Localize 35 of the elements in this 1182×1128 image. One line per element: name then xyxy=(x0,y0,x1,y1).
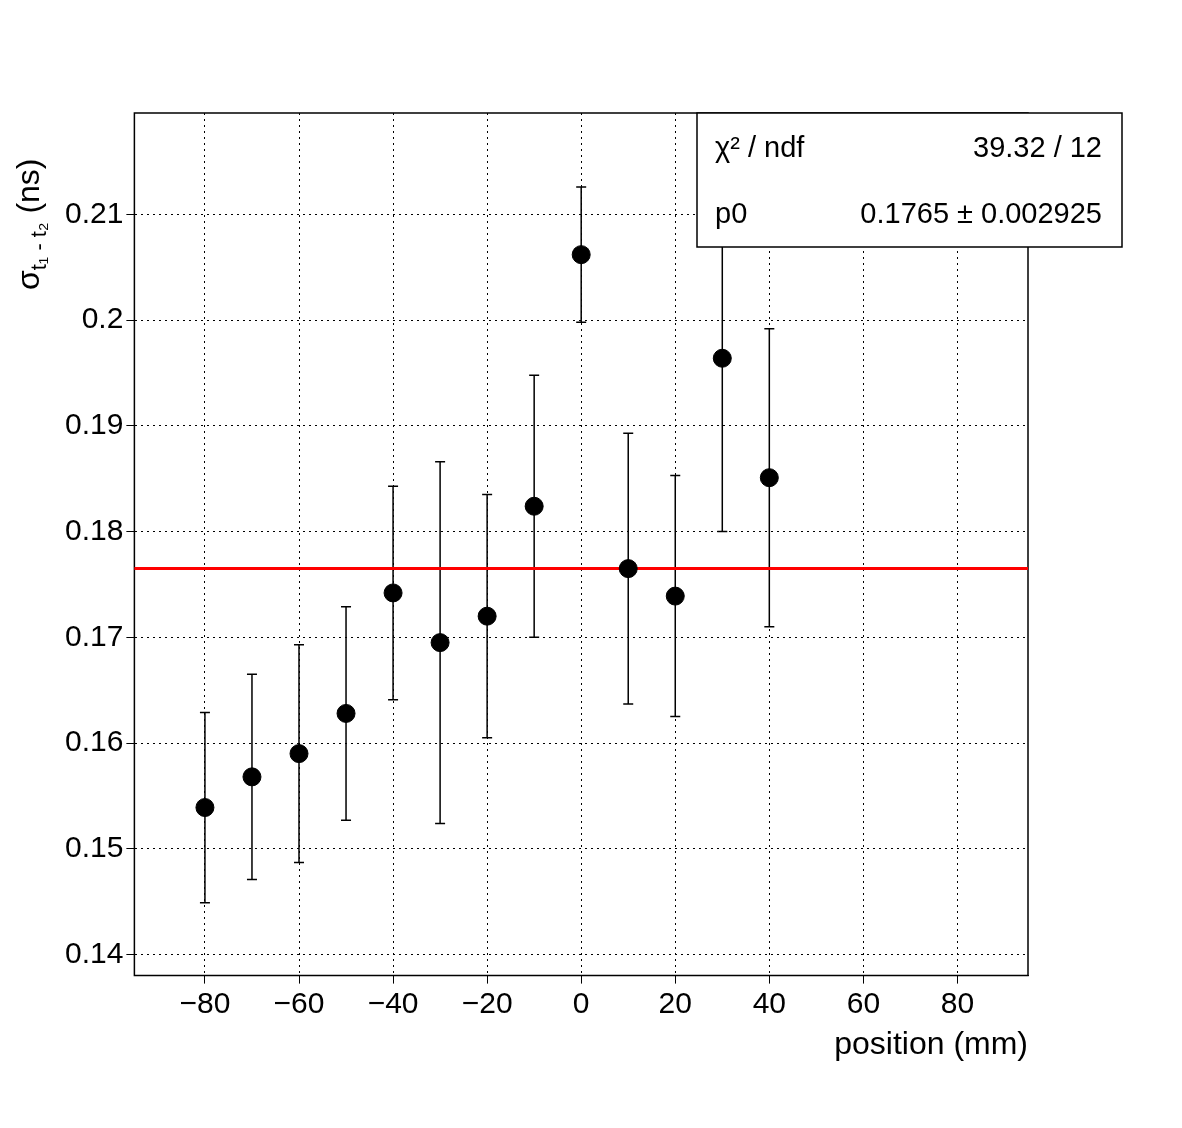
point xyxy=(524,496,544,516)
annotation: 39.32 / 12 xyxy=(973,131,1102,163)
x-tick-label: −40 xyxy=(367,985,419,1019)
y-tick-label: 0.16 xyxy=(65,724,124,758)
x-tick-label: 60 xyxy=(846,985,881,1019)
x-tick-label: 80 xyxy=(940,985,975,1019)
x-tick-label: 40 xyxy=(752,985,787,1019)
x-tick-label: −80 xyxy=(179,985,231,1019)
y-tick-label: 0.19 xyxy=(65,407,124,441)
annotation: χ² / ndf xyxy=(715,131,806,163)
point xyxy=(383,583,403,603)
x-axis-title: position (mm) xyxy=(834,1024,1028,1061)
point xyxy=(712,348,732,368)
x-tick-label: −60 xyxy=(273,985,325,1019)
annotation: p0 xyxy=(715,197,748,229)
y-tick-label: 0.17 xyxy=(65,618,124,652)
y-tick-label: 0.14 xyxy=(65,935,124,969)
y-tick-label: 0.15 xyxy=(65,830,124,864)
x-tick-label: −20 xyxy=(461,985,513,1019)
y-tick-label: 0.21 xyxy=(65,195,124,229)
point xyxy=(289,744,309,764)
point xyxy=(430,633,450,653)
point xyxy=(665,586,685,606)
point xyxy=(477,606,497,626)
y-tick-label: 0.18 xyxy=(65,512,124,546)
x-tick-label: 20 xyxy=(658,985,692,1019)
y-tick-label: 0.2 xyxy=(81,301,124,335)
point xyxy=(242,767,262,787)
point xyxy=(195,798,215,818)
x-tick-label: 0 xyxy=(572,985,590,1019)
point xyxy=(618,559,638,579)
point xyxy=(759,468,779,488)
annotation: 0.1765 ± 0.002925 xyxy=(860,197,1102,229)
point xyxy=(571,245,591,265)
point xyxy=(336,703,356,723)
